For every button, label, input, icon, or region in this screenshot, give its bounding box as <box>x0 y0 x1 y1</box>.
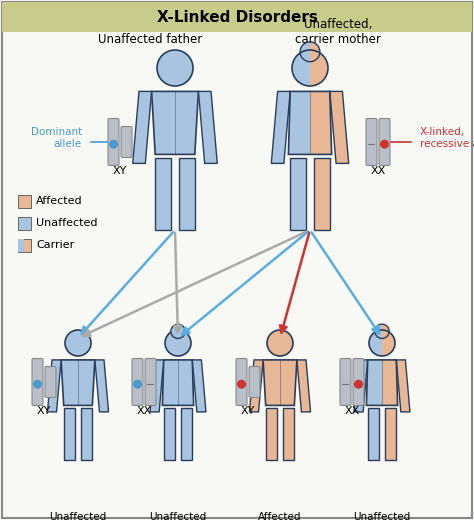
Circle shape <box>171 324 185 339</box>
FancyBboxPatch shape <box>145 358 156 406</box>
Text: XY: XY <box>241 406 255 416</box>
Wedge shape <box>375 324 382 339</box>
Polygon shape <box>64 408 75 460</box>
Text: XY: XY <box>37 406 51 416</box>
Text: Carrier: Carrier <box>36 240 74 251</box>
Circle shape <box>300 42 320 62</box>
Circle shape <box>33 380 42 388</box>
Polygon shape <box>81 408 92 460</box>
Circle shape <box>292 50 328 86</box>
Polygon shape <box>249 360 263 412</box>
Polygon shape <box>47 360 61 412</box>
FancyBboxPatch shape <box>353 358 364 406</box>
Polygon shape <box>133 92 152 163</box>
Text: Unaffected
daughter: Unaffected daughter <box>149 512 207 520</box>
Text: XX: XX <box>370 166 386 176</box>
Polygon shape <box>61 360 95 406</box>
Polygon shape <box>314 158 330 230</box>
Text: Unaffected: Unaffected <box>36 218 98 228</box>
Circle shape <box>375 324 389 339</box>
Text: Unaffected father: Unaffected father <box>98 33 202 46</box>
Circle shape <box>267 330 293 356</box>
Polygon shape <box>150 360 164 412</box>
Polygon shape <box>266 408 277 460</box>
Text: Unaffected,
carrier mother: Unaffected, carrier mother <box>295 18 381 46</box>
Polygon shape <box>95 360 109 412</box>
Text: XY: XY <box>113 166 127 176</box>
Polygon shape <box>288 92 332 154</box>
Text: Affected: Affected <box>36 197 82 206</box>
FancyBboxPatch shape <box>32 358 43 406</box>
Polygon shape <box>271 92 290 163</box>
Circle shape <box>354 380 363 388</box>
Text: Unaffected
son: Unaffected son <box>49 512 107 520</box>
Polygon shape <box>361 355 382 410</box>
Text: Unaffected
carrier daughter: Unaffected carrier daughter <box>339 512 425 520</box>
Text: Dominant
allele: Dominant allele <box>31 127 82 149</box>
FancyBboxPatch shape <box>18 217 31 230</box>
Polygon shape <box>368 408 379 460</box>
FancyBboxPatch shape <box>132 358 143 406</box>
FancyBboxPatch shape <box>108 119 119 165</box>
Polygon shape <box>290 158 306 230</box>
FancyBboxPatch shape <box>18 239 25 252</box>
Text: X-Linked Disorders: X-Linked Disorders <box>156 9 318 24</box>
Wedge shape <box>292 50 310 86</box>
Polygon shape <box>155 158 172 230</box>
Text: XX: XX <box>137 406 152 416</box>
Polygon shape <box>283 408 294 460</box>
FancyBboxPatch shape <box>366 119 377 165</box>
Wedge shape <box>369 330 382 356</box>
Circle shape <box>165 330 191 356</box>
Text: XX: XX <box>345 406 360 416</box>
FancyBboxPatch shape <box>45 367 56 397</box>
FancyBboxPatch shape <box>121 126 132 158</box>
Circle shape <box>65 330 91 356</box>
Polygon shape <box>163 360 193 406</box>
Text: Affected
son: Affected son <box>258 512 302 520</box>
Circle shape <box>109 140 118 149</box>
Polygon shape <box>181 408 192 460</box>
FancyBboxPatch shape <box>379 119 390 165</box>
Circle shape <box>237 380 246 388</box>
FancyBboxPatch shape <box>249 367 260 397</box>
Circle shape <box>157 50 193 86</box>
Polygon shape <box>384 408 396 460</box>
FancyBboxPatch shape <box>18 239 31 252</box>
Text: X-linked,
recessive allele: X-linked, recessive allele <box>420 127 474 149</box>
Circle shape <box>380 140 389 149</box>
Polygon shape <box>164 408 175 460</box>
FancyBboxPatch shape <box>340 358 351 406</box>
Polygon shape <box>396 360 410 412</box>
Polygon shape <box>330 92 349 163</box>
Polygon shape <box>297 360 310 412</box>
Polygon shape <box>263 360 297 406</box>
FancyBboxPatch shape <box>18 195 31 208</box>
Polygon shape <box>354 360 368 412</box>
Circle shape <box>369 330 395 356</box>
Polygon shape <box>366 360 398 406</box>
FancyBboxPatch shape <box>236 358 247 406</box>
Polygon shape <box>199 92 217 163</box>
Polygon shape <box>179 158 195 230</box>
FancyBboxPatch shape <box>2 2 472 32</box>
Wedge shape <box>300 42 310 62</box>
Polygon shape <box>192 360 206 412</box>
Polygon shape <box>283 86 310 160</box>
Circle shape <box>133 380 142 388</box>
Polygon shape <box>152 92 199 154</box>
